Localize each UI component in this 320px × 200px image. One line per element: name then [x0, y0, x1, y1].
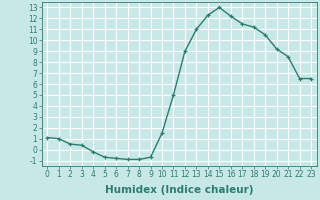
X-axis label: Humidex (Indice chaleur): Humidex (Indice chaleur) [105, 185, 253, 195]
